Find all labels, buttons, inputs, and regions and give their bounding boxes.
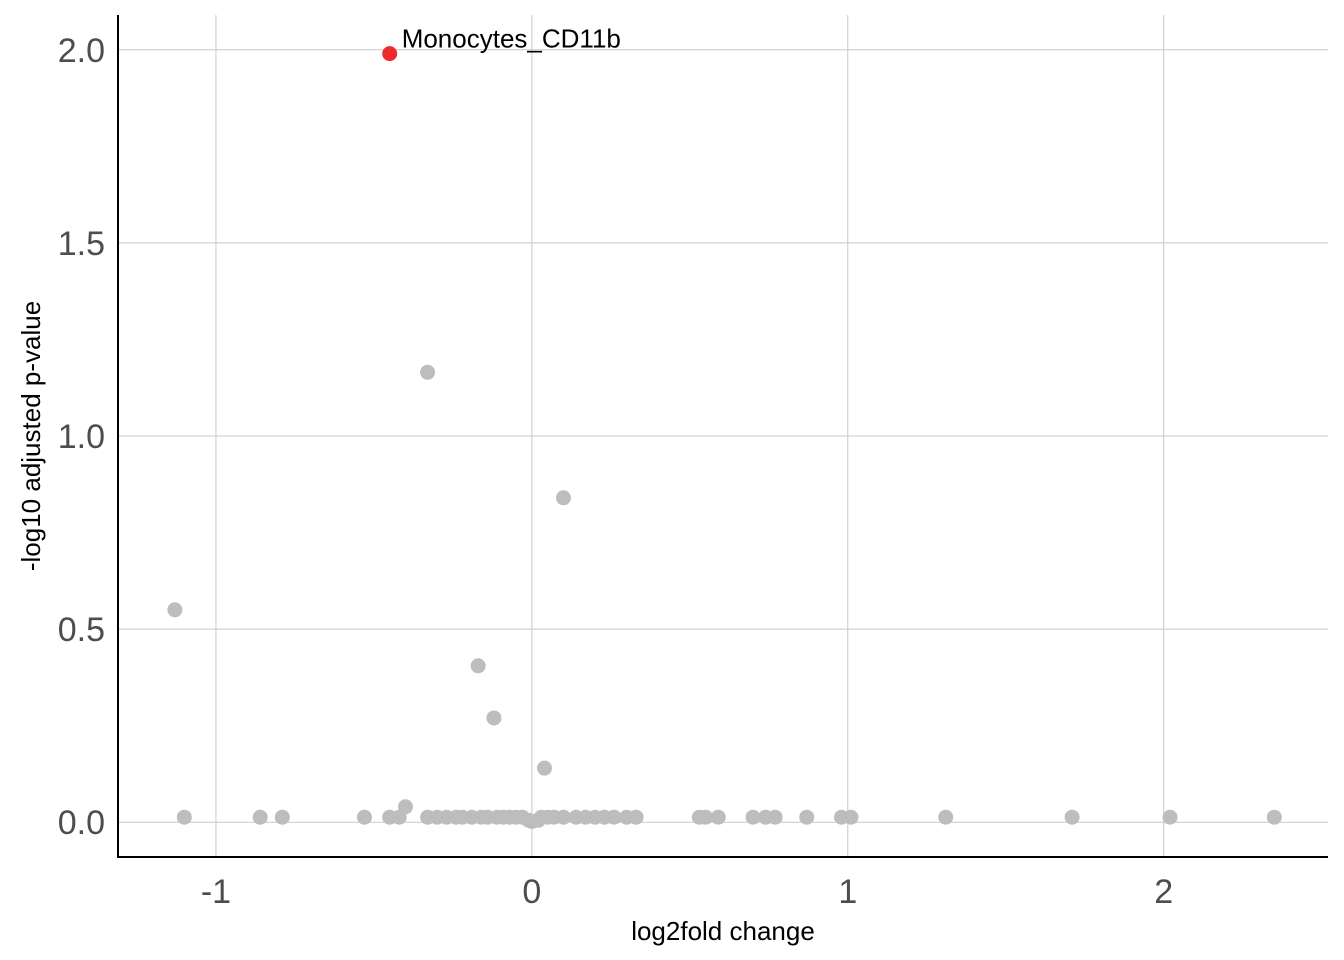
data-point <box>698 809 714 825</box>
x-tick-label: -1 <box>201 873 231 911</box>
grid-lines <box>118 15 1328 857</box>
data-point <box>167 602 183 618</box>
data-point <box>537 760 553 776</box>
data-point <box>606 809 622 825</box>
highlight-point <box>382 46 398 62</box>
tick-labels: -1 0 1 2 0.0 0.5 1.0 1.5 2.0 <box>58 32 1173 911</box>
data-point <box>252 809 268 825</box>
data-point <box>420 364 436 380</box>
data-point <box>710 809 726 825</box>
data-point <box>555 809 571 825</box>
data-point <box>1266 809 1282 825</box>
x-tick-label: 1 <box>838 873 857 911</box>
y-axis-title: -log10 adjusted p-value <box>16 301 46 571</box>
data-point <box>397 799 413 815</box>
data-point <box>274 809 290 825</box>
data-point <box>1162 809 1178 825</box>
y-tick-label: 2.0 <box>58 32 105 70</box>
data-point <box>470 658 486 674</box>
y-tick-label: 0.5 <box>58 611 105 649</box>
y-tick-label: 1.5 <box>58 225 105 263</box>
data-point <box>1064 809 1080 825</box>
data-point <box>628 809 644 825</box>
x-tick-label: 0 <box>522 873 541 911</box>
data-point <box>745 809 761 825</box>
data-point <box>356 809 372 825</box>
highlight-label: Monocytes_CD11b <box>402 24 621 54</box>
y-tick-label: 0.0 <box>58 804 105 842</box>
data-point <box>555 490 571 506</box>
data-point <box>767 809 783 825</box>
data-point <box>486 710 502 726</box>
x-axis-title: log2fold change <box>631 916 815 946</box>
y-tick-label: 1.0 <box>58 418 105 456</box>
data-point <box>176 809 192 825</box>
data-points <box>167 46 1282 829</box>
axes <box>117 15 1328 858</box>
data-point <box>799 809 815 825</box>
x-tick-label: 2 <box>1154 873 1173 911</box>
data-point <box>938 809 954 825</box>
data-point <box>843 809 859 825</box>
